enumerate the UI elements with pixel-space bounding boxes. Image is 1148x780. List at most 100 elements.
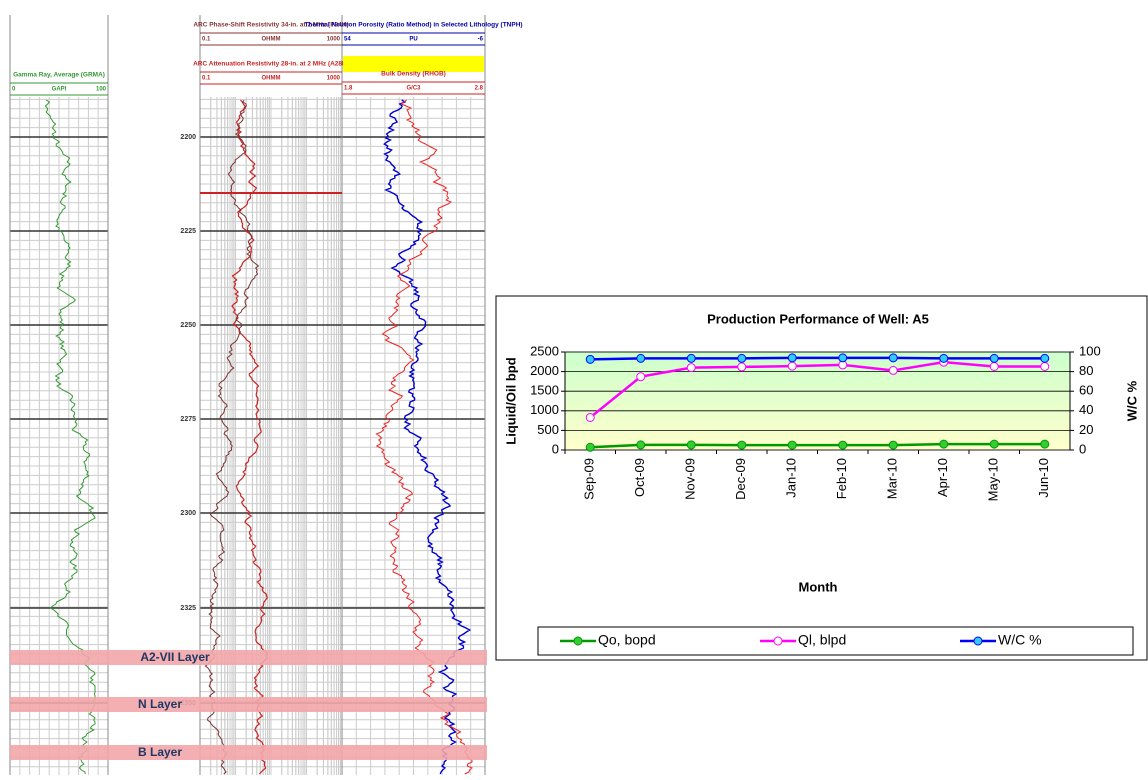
legend-box [537,626,1134,656]
track-scale: 1000 [327,76,341,82]
y2-tick-label: 80 [1079,363,1093,378]
point [737,440,747,450]
depth-label: 2275 [180,416,196,423]
y2-tick-label: 20 [1079,422,1093,437]
track-scale: GAPI [52,87,67,93]
point [686,353,696,363]
point [636,440,646,450]
track-scale: G/C3 [406,86,421,92]
x-tick-label: Jun-10 [1036,458,1051,498]
y-tick-label: 1000 [530,402,559,417]
track-scale: 0.1 [202,37,211,43]
track-scale: 0 [12,87,16,93]
depth-label: 2300 [180,510,196,517]
track-scale: -6 [478,37,484,43]
y-tick-label: 500 [537,422,559,437]
legend-marker [773,636,783,646]
point [737,362,747,372]
track-title: Bulk Density (RHOB) [381,71,446,78]
depth-label: 2250 [180,322,196,329]
legend-label: Ql, blpd [798,632,846,648]
point [888,365,898,375]
point [787,361,797,371]
point [989,353,999,363]
point [686,440,696,450]
track-scale: 54 [344,37,351,43]
series-line [590,356,1045,361]
y2-tick-label: 40 [1079,402,1093,417]
point [686,363,696,373]
point [939,353,949,363]
track-title: ARC Phase-Shift Resistivity 34-in. at 2 … [193,22,348,29]
x-tick-label: Nov-09 [683,458,698,500]
track-title: ARC Attenuation Resistivity 28-in. at 2 … [193,61,349,68]
track-scale: PU [409,37,417,43]
legend-marker [573,636,583,646]
y2-axis-title: W/C % [1124,380,1139,421]
track-scale: 100 [96,87,107,93]
y-tick-label: 1500 [530,383,559,398]
track-scale: 1.8 [344,86,353,92]
track-scale: 2.8 [475,86,484,92]
point [939,439,949,449]
point [636,372,646,382]
y2-tick-label: 60 [1079,383,1093,398]
layer-label: B Layer [138,745,182,759]
x-tick-label: May-10 [986,458,1001,501]
track-title: Thermal Neutron Porosity (Ratio Method) … [304,22,522,29]
point [585,412,595,422]
layer-label: N Layer [138,697,182,711]
x-tick-label: Oct-09 [632,458,647,497]
legend-label: W/C % [998,632,1042,648]
point [636,353,646,363]
track-title: Gamma Ray, Average (GRMA) [13,72,105,79]
point [787,440,797,450]
point [888,440,898,450]
point [888,353,898,363]
point [787,353,797,363]
depth-label: 2200 [180,134,196,141]
y-axis-title: Liquid/Oil bpd [503,357,518,444]
point [838,353,848,363]
x-tick-label: Sep-09 [582,458,597,500]
point [1040,439,1050,449]
point [989,439,999,449]
point [1040,353,1050,363]
x-tick-label: Jan-10 [784,458,799,498]
plot-area [564,351,1071,451]
y2-tick-label: 0 [1079,441,1086,456]
y-tick-label: 0 [552,441,559,456]
point [585,442,595,452]
x-axis-title: Month [799,579,838,594]
chart-title: Production Performance of Well: A5 [707,311,929,326]
layer-band [10,697,487,712]
track-scale: OHMM [262,37,281,43]
legend-marker [973,636,983,646]
depth-label: 2225 [180,228,196,235]
layer-band [10,745,487,760]
legend-label: Qo, bopd [598,632,656,648]
y2-tick-label: 100 [1079,343,1101,358]
point [838,440,848,450]
point [1040,362,1050,372]
x-tick-label: Dec-09 [733,458,748,500]
layer-label: A2-VII Layer [140,650,210,664]
fill-legend [343,56,484,72]
point [989,362,999,372]
x-tick-label: Apr-10 [935,458,950,497]
track-scale: 1000 [327,37,341,43]
x-tick-label: Mar-10 [885,458,900,499]
point [737,353,747,363]
track-scale: OHMM [262,76,281,82]
series-line [589,360,1045,419]
depth-label: 2325 [180,605,196,612]
x-tick-label: Feb-10 [834,458,849,499]
layer-band [10,650,487,665]
series-line [590,442,1045,449]
track-scale: 0.1 [202,76,211,82]
y-tick-label: 2500 [530,343,559,358]
y-tick-label: 2000 [530,363,559,378]
point [585,354,595,364]
